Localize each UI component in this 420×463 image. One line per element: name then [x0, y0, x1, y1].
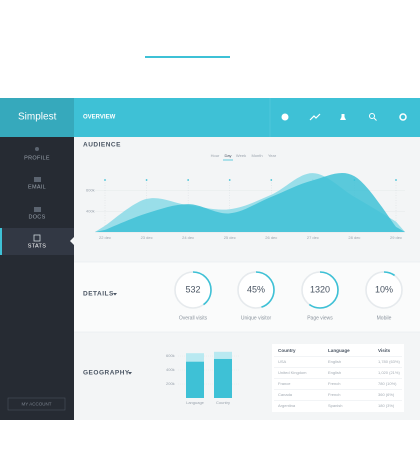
nav-item[interactable]: STATS	[28, 243, 46, 249]
y-tick-label: 600k	[86, 188, 95, 193]
table-bg	[272, 344, 404, 412]
x-grid-dot	[228, 179, 231, 181]
section-title: OVERVIEW	[83, 115, 116, 121]
table-cell: 1,020 (21%)	[378, 370, 400, 375]
table-cell: United Kingdom	[278, 370, 307, 375]
bar	[186, 361, 204, 398]
icon[interactable]	[281, 113, 289, 121]
account-button[interactable]	[7, 397, 66, 411]
header	[74, 98, 420, 137]
table-cell: French	[328, 392, 340, 397]
y-tick-label: 200k	[166, 381, 175, 386]
table-header: Language	[328, 348, 350, 353]
tab[interactable]: Year	[268, 153, 277, 158]
table-cell: 360 (6%)	[378, 392, 395, 397]
nav-item[interactable]: EMAIL	[28, 184, 46, 190]
nav-item[interactable]: PROFILE	[24, 155, 50, 161]
stat-label: Mobile	[377, 315, 392, 321]
table-cell: Canada	[278, 392, 293, 397]
stat-label: Unique visitor	[241, 315, 272, 321]
nav-pointer	[70, 237, 74, 245]
x-grid-dot	[145, 179, 148, 181]
bar	[214, 351, 232, 359]
caret[interactable]	[113, 293, 117, 296]
stat-label: Overall visits	[179, 315, 208, 321]
x-tick-label: 27 dec	[307, 235, 319, 240]
y-tick-label: 400k	[166, 367, 175, 372]
nav-item[interactable]: DOCS	[28, 214, 45, 220]
ring-progress	[237, 271, 275, 309]
tab[interactable]: Month	[251, 153, 262, 158]
table-cell: English	[328, 359, 341, 364]
brand: Simplest	[18, 112, 57, 123]
icon[interactable]	[373, 117, 377, 121]
ring-progress	[174, 271, 212, 309]
x-tick-label: 24 dec	[182, 235, 194, 240]
table-cell: Argentina	[278, 403, 296, 408]
brand-box	[0, 98, 74, 137]
icon	[34, 207, 41, 212]
table-header: Visits	[378, 348, 391, 353]
y-tick-label: 600k	[166, 353, 175, 358]
table-cell: 780 (10%)	[378, 381, 397, 386]
ring-progress	[301, 271, 339, 309]
nav-active	[0, 228, 74, 255]
x-tick-label: 28 dec	[348, 235, 360, 240]
details-title: DETAILS	[83, 291, 114, 298]
icon[interactable]	[340, 114, 346, 120]
tab[interactable]: Week	[236, 153, 246, 158]
header-icons	[269, 98, 407, 137]
table-cell: 1,780 (63%)	[378, 359, 400, 364]
stat-value: 532	[185, 284, 200, 294]
bar	[186, 353, 204, 362]
x-tick-label: 23 dec	[141, 235, 153, 240]
area	[95, 173, 405, 232]
table-cell: 180 (3%)	[378, 403, 395, 408]
x-tick-label: 22 dec	[99, 235, 111, 240]
sidebar	[0, 98, 74, 420]
icon[interactable]	[399, 113, 407, 121]
x-tick-label: Country	[216, 400, 230, 405]
ring-progress	[365, 271, 403, 309]
icon	[33, 234, 41, 242]
x-grid-dot	[395, 179, 397, 181]
table-cell: English	[328, 370, 341, 375]
caret[interactable]	[128, 372, 132, 375]
stat-value: 1320	[310, 284, 330, 294]
tab[interactable]: Hour	[211, 153, 220, 158]
x-tick-label: 25 dec	[224, 235, 236, 240]
audience-title: AUDIENCE	[83, 142, 121, 149]
x-tick-label: Language	[186, 400, 205, 405]
table-cell: France	[278, 381, 291, 386]
x-tick-label: 29 dec	[390, 235, 402, 240]
table-header: Country	[278, 348, 296, 353]
y-tick-label: 400k	[86, 208, 95, 213]
tab[interactable]: Day	[224, 153, 231, 158]
stat-label: Page views	[307, 315, 333, 321]
icon	[34, 177, 41, 182]
stat-value: 45%	[247, 284, 265, 294]
icon	[35, 147, 39, 151]
x-grid-dot	[104, 179, 106, 181]
account-label[interactable]: MY ACCOUNT	[22, 402, 52, 407]
x-grid-dot	[187, 179, 190, 181]
x-grid-dot	[270, 179, 273, 181]
nav-active-marker	[0, 228, 2, 255]
x-tick-label: 26 dec	[265, 235, 277, 240]
table-cell: Spanish	[328, 403, 342, 408]
icon[interactable]	[309, 113, 321, 121]
table-cell: French	[328, 381, 340, 386]
geography-title: GEOGRAPHY	[83, 370, 130, 377]
bar	[214, 358, 232, 398]
icon[interactable]	[369, 113, 375, 119]
stat-value: 10%	[375, 284, 393, 294]
table-cell: USA	[278, 359, 287, 364]
